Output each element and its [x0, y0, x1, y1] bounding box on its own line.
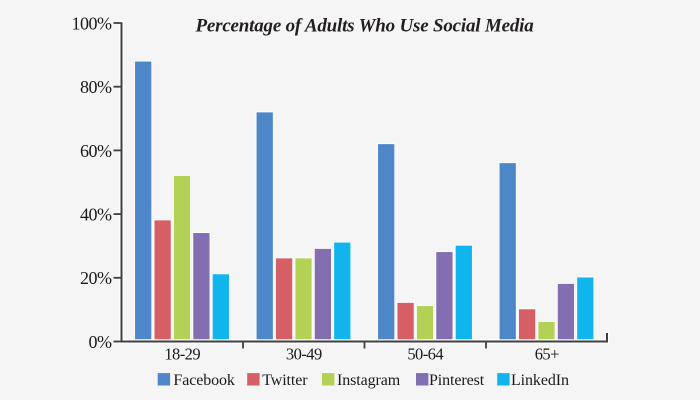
svg-text:Facebook: Facebook	[173, 372, 235, 389]
svg-text:Instagram: Instagram	[337, 372, 401, 389]
svg-text:Twitter: Twitter	[262, 372, 308, 389]
svg-text:100%: 100%	[72, 13, 113, 33]
svg-text:20%: 20%	[80, 268, 112, 288]
svg-text:30-49: 30-49	[286, 345, 322, 364]
svg-text:65+: 65+	[535, 345, 559, 364]
svg-text:0%: 0%	[89, 332, 113, 352]
svg-text:60%: 60%	[80, 141, 112, 161]
svg-text:LinkedIn: LinkedIn	[511, 372, 569, 389]
svg-text:40%: 40%	[80, 205, 112, 225]
svg-text:Pinterest: Pinterest	[429, 372, 485, 389]
svg-text:50-64: 50-64	[407, 345, 443, 364]
svg-text:Percentage of Adults Who Use S: Percentage of Adults Who Use Social Medi…	[194, 16, 534, 37]
svg-text:18-29: 18-29	[164, 345, 200, 364]
svg-text:80%: 80%	[80, 77, 112, 97]
